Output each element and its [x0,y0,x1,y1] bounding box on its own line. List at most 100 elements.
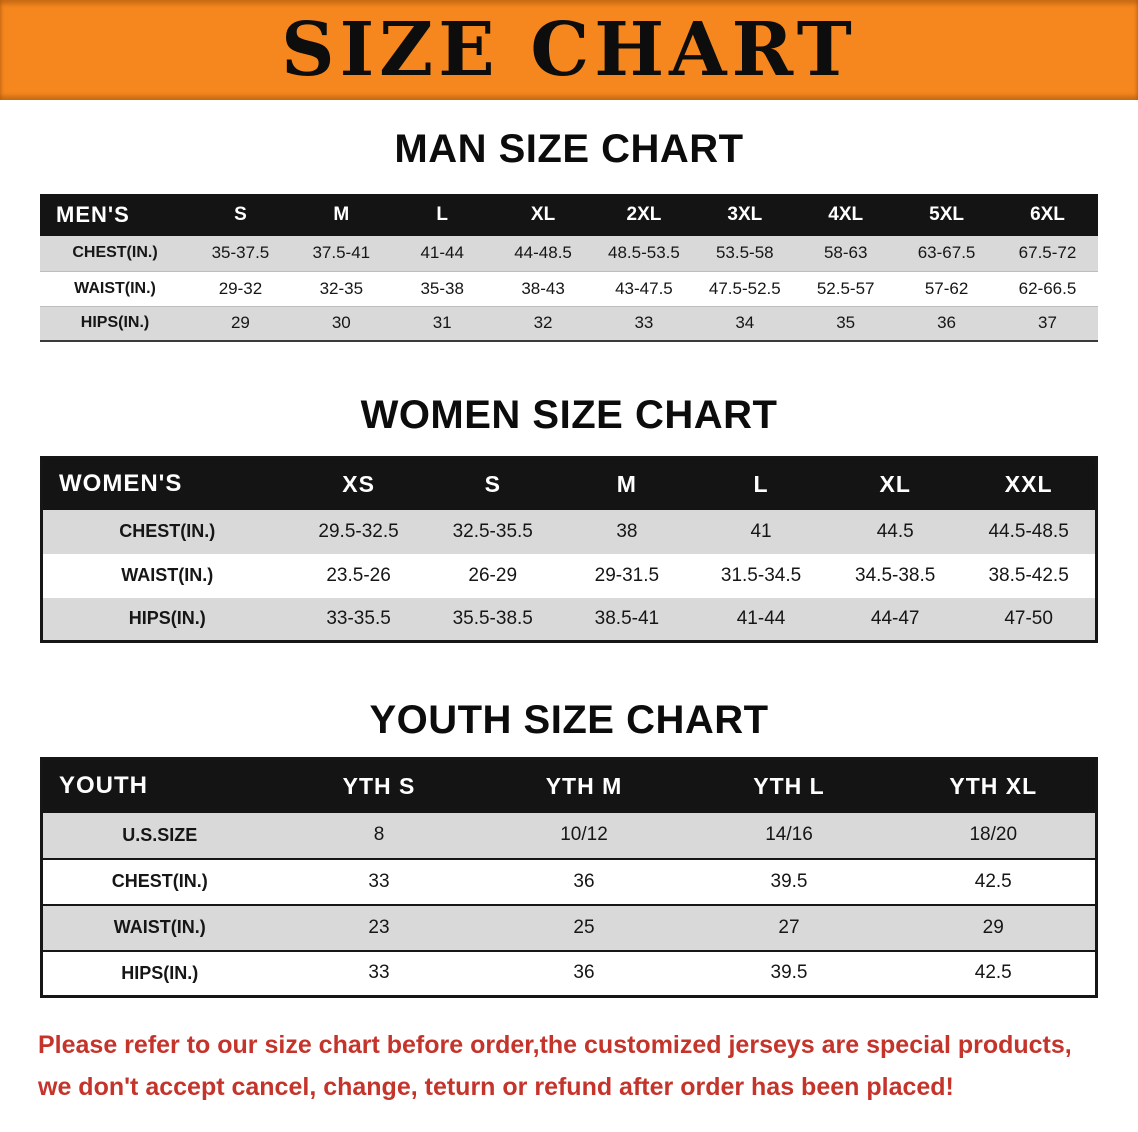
note-line-1: Please refer to our size chart before or… [38,1031,1072,1059]
size-value: 63-67.5 [896,236,997,272]
size-value: 44.5-48.5 [962,509,1097,554]
size-value: 41-44 [693,597,829,642]
row-label: WAIST(IN.) [40,271,190,307]
table-corner-label: YOUTH [41,758,277,813]
table-row: U.S.SIZE 8 10/12 14/16 18/20 [41,812,1097,859]
size-value: 10/12 [481,812,687,859]
size-value: 29-32 [190,271,291,307]
size-column-header: 6XL [997,194,1098,236]
table-header-row: YOUTH YTH S YTH M YTH L YTH XL [41,758,1097,813]
banner-title: SIZE CHART [281,7,857,93]
size-value: 47.5-52.5 [694,271,796,307]
row-label: CHEST(IN.) [41,509,292,554]
man-size-section: MAN SIZE CHART MEN'S S M L XL 2XL 3XL 4XL 5XL 6XL… [0,126,1138,342]
size-column-header: XL [492,194,594,236]
youth-section-heading: YOUTH SIZE CHART [369,698,769,742]
note-line-2: we don't accept cancel, change, teturn o… [38,1073,954,1101]
size-value: 23.5-26 [291,553,426,598]
size-value: 26-29 [425,553,560,598]
size-column-header: YTH XL [891,758,1097,813]
table-row: HIPS(IN.) 33 36 39.5 42.5 [41,949,1097,997]
row-label: WAIST(IN.) [41,553,292,598]
size-value: 39.5 [686,949,892,997]
size-value: 41 [693,509,829,554]
size-value: 43-47.5 [593,271,695,307]
size-column-header: S [190,194,291,236]
size-column-header: S [425,457,560,510]
size-value: 39.5 [686,857,892,905]
size-value: 36 [896,306,997,342]
size-value: 32.5-35.5 [425,509,560,554]
size-value: 44-47 [828,597,963,642]
size-column-header: YTH S [276,758,482,813]
size-value: 58-63 [795,236,897,272]
size-value: 35-37.5 [190,236,291,272]
size-value: 38.5-42.5 [962,553,1097,598]
table-header-row: MEN'S S M L XL 2XL 3XL 4XL 5XL 6XL [40,194,1098,236]
size-column-header: 3XL [694,194,796,236]
table-row: CHEST(IN.) 35-37.5 37.5-41 41-44 44-48.5 48.5… [40,236,1098,272]
size-value: 32-35 [290,271,392,307]
table-row: WAIST(IN.) 29-32 32-35 35-38 38-43 43-47.5 47.… [40,271,1098,307]
row-label: WAIST(IN.) [41,903,277,951]
size-value: 44.5 [828,509,963,554]
row-label: HIPS(IN.) [41,597,292,642]
size-column-header: 4XL [795,194,897,236]
size-column-header: M [559,457,694,510]
size-value: 33 [276,949,482,997]
youth-size-table: YOUTH YTH S YTH M YTH L YTH XL U.S.SIZE 8 10/12… [40,757,1098,998]
row-label: CHEST(IN.) [40,236,190,272]
size-value: 34 [694,306,796,342]
size-value: 35 [795,306,897,342]
size-value: 53.5-58 [694,236,796,272]
size-column-header: M [290,194,392,236]
size-value: 31.5-34.5 [693,553,829,598]
table-row: WAIST(IN.) 23.5-26 26-29 29-31.5 31.5-34.5 34… [41,553,1097,598]
size-chart-banner: SIZE CHART [0,0,1138,100]
size-value: 30 [290,306,392,342]
size-column-header: L [693,457,829,510]
size-value: 8 [276,812,482,859]
size-column-header: XL [828,457,963,510]
row-label: HIPS(IN.) [40,306,190,342]
size-value: 48.5-53.5 [593,236,695,272]
size-value: 35-38 [391,271,493,307]
size-value: 47-50 [962,597,1097,642]
size-value: 38.5-41 [559,597,694,642]
size-value: 38 [559,509,694,554]
size-value: 37.5-41 [290,236,392,272]
size-column-header: YTH M [481,758,687,813]
size-value: 34.5-38.5 [828,553,963,598]
size-value: 57-62 [896,271,997,307]
women-size-table: WOMEN'S XS S M L XL XXL CHEST(IN.) 29.5-32.5 32.5… [40,456,1098,643]
table-corner-label: WOMEN'S [41,457,292,510]
row-label: U.S.SIZE [41,812,277,859]
table-header-row: WOMEN'S XS S M L XL XXL [41,457,1097,510]
size-value: 29-31.5 [559,553,694,598]
size-column-header: 2XL [593,194,695,236]
size-value: 44-48.5 [492,236,594,272]
order-policy-note: Please refer to our size chart before or… [0,998,1138,1108]
table-row: CHEST(IN.) 33 36 39.5 42.5 [41,857,1097,905]
row-label: HIPS(IN.) [41,949,277,997]
size-value: 29.5-32.5 [291,509,426,554]
size-value: 23 [276,903,482,951]
table-row: WAIST(IN.) 23 25 27 29 [41,903,1097,951]
size-value: 33 [593,306,695,342]
women-section-heading: WOMEN SIZE CHART [360,393,778,437]
youth-size-section: YOUTH SIZE CHART YOUTH YTH S YTH M YTH L YTH… [0,697,1138,998]
size-chart-page: SIZE CHART MAN SIZE CHART MEN'S S M L XL 2XL 3… [0,0,1138,1108]
size-value: 67.5-72 [997,236,1098,272]
women-size-section: WOMEN SIZE CHART WOMEN'S XS S M L XL XXL CHEST(… [0,392,1138,643]
size-value: 37 [997,306,1098,342]
men-size-table: MEN'S S M L XL 2XL 3XL 4XL 5XL 6XL CHEST(IN.) 35-37… [40,194,1098,342]
size-value: 38-43 [492,271,594,307]
size-column-header: XXL [962,457,1097,510]
table-row: CHEST(IN.) 29.5-32.5 32.5-35.5 38 41 44.5 44.5… [41,509,1097,554]
size-column-header: XS [291,457,426,510]
table-row: HIPS(IN.) 29 30 31 32 33 34 35 36 37 [40,306,1098,342]
table-row: HIPS(IN.) 33-35.5 35.5-38.5 38.5-41 41-44 44-… [41,597,1097,642]
size-value: 62-66.5 [997,271,1098,307]
size-value: 25 [481,903,687,951]
size-column-header: L [391,194,493,236]
